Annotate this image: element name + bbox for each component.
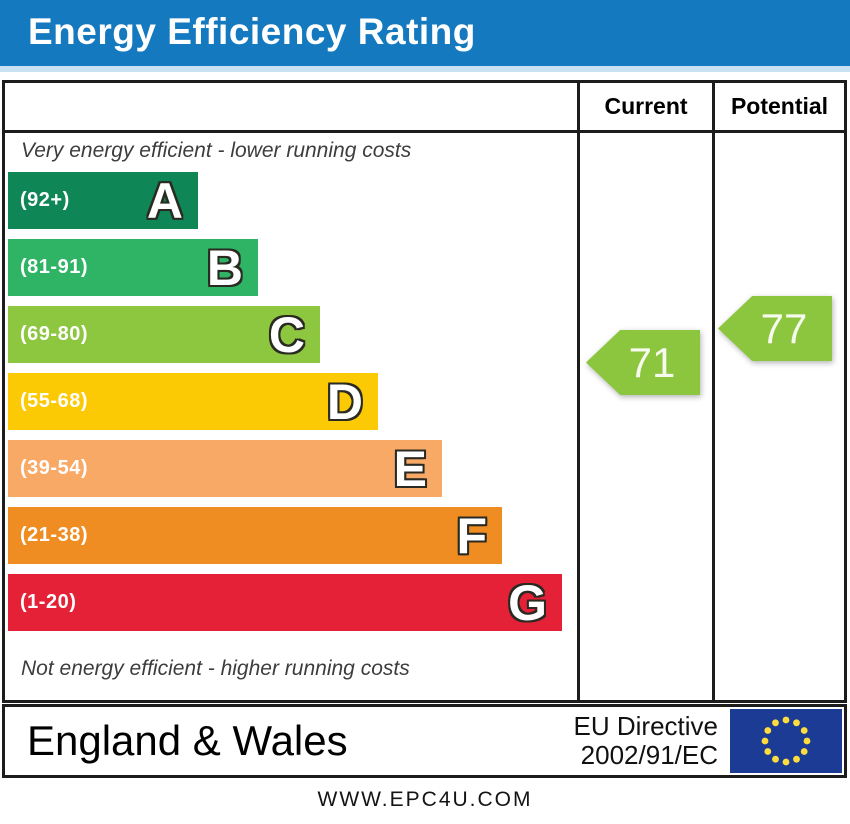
eu-directive-label: EU Directive 2002/91/EC	[574, 712, 730, 770]
rating-band-c: (69-80) C	[8, 306, 320, 363]
table-header-row: Current Potential	[5, 83, 844, 133]
website-url: WWW.EPC4U.COM	[317, 788, 533, 811]
band-letter: F	[456, 507, 487, 564]
current-rating-value: 71	[628, 338, 676, 386]
current-column-header: Current	[580, 83, 715, 130]
band-range-label: (69-80)	[20, 323, 88, 345]
current-rating-arrow: 71	[586, 330, 700, 395]
eu-flag-icon	[730, 709, 842, 773]
band-range-label: (1-20)	[20, 591, 77, 613]
band-letter: D	[326, 373, 363, 430]
page-title: Energy Efficiency Rating	[28, 11, 476, 52]
region-label: England & Wales	[27, 717, 348, 764]
band-range-label: (81-91)	[20, 256, 88, 278]
band-range-label: (21-38)	[20, 524, 88, 546]
title-bar: Energy Efficiency Rating	[0, 0, 850, 72]
rating-table: Current Potential Very energy efficient …	[2, 80, 847, 703]
rating-band-g: (1-20) G	[8, 574, 562, 631]
current-rating-cell: 71	[580, 133, 715, 700]
bottom-note: Not energy efficient - higher running co…	[21, 657, 410, 680]
rating-band-e: (39-54) E	[8, 440, 442, 497]
band-range-label: (55-68)	[20, 390, 88, 412]
rating-band-d: (55-68) D	[8, 373, 378, 430]
potential-rating-arrow: 77	[718, 296, 832, 361]
rating-bands: (92+) A (81-91) B (69-80) C (55-68) D (39-54) E (2…	[8, 172, 562, 641]
rating-band-a: (92+) A	[8, 172, 198, 229]
band-letter: C	[268, 306, 305, 363]
band-letter: G	[508, 574, 547, 631]
rating-band-f: (21-38) F	[8, 507, 502, 564]
eu-directive-line1: EU Directive	[573, 711, 718, 741]
eu-directive-line2: 2002/91/EC	[580, 740, 718, 770]
band-chart-area: Very energy efficient - lower running co…	[5, 133, 580, 700]
footer-bar: England & Wales EU Directive 2002/91/EC	[2, 704, 847, 778]
potential-arrow-wrap: 77	[718, 296, 832, 361]
chart-header-spacer	[5, 83, 580, 130]
eu-flag-stars	[761, 716, 811, 766]
band-letter: E	[393, 440, 427, 497]
top-note: Very energy efficient - lower running co…	[21, 139, 412, 162]
band-range-label: (92+)	[20, 189, 70, 211]
potential-column-header: Potential	[730, 93, 829, 119]
rating-band-b: (81-91) B	[8, 239, 258, 296]
current-arrow-wrap: 71	[586, 330, 700, 395]
potential-rating-value: 77	[760, 304, 808, 352]
band-range-label: (39-54)	[20, 457, 88, 479]
band-letter: B	[206, 239, 243, 296]
table-body-row: Very energy efficient - lower running co…	[5, 133, 844, 700]
potential-rating-cell: 77	[715, 133, 844, 700]
band-letter: A	[146, 172, 183, 229]
